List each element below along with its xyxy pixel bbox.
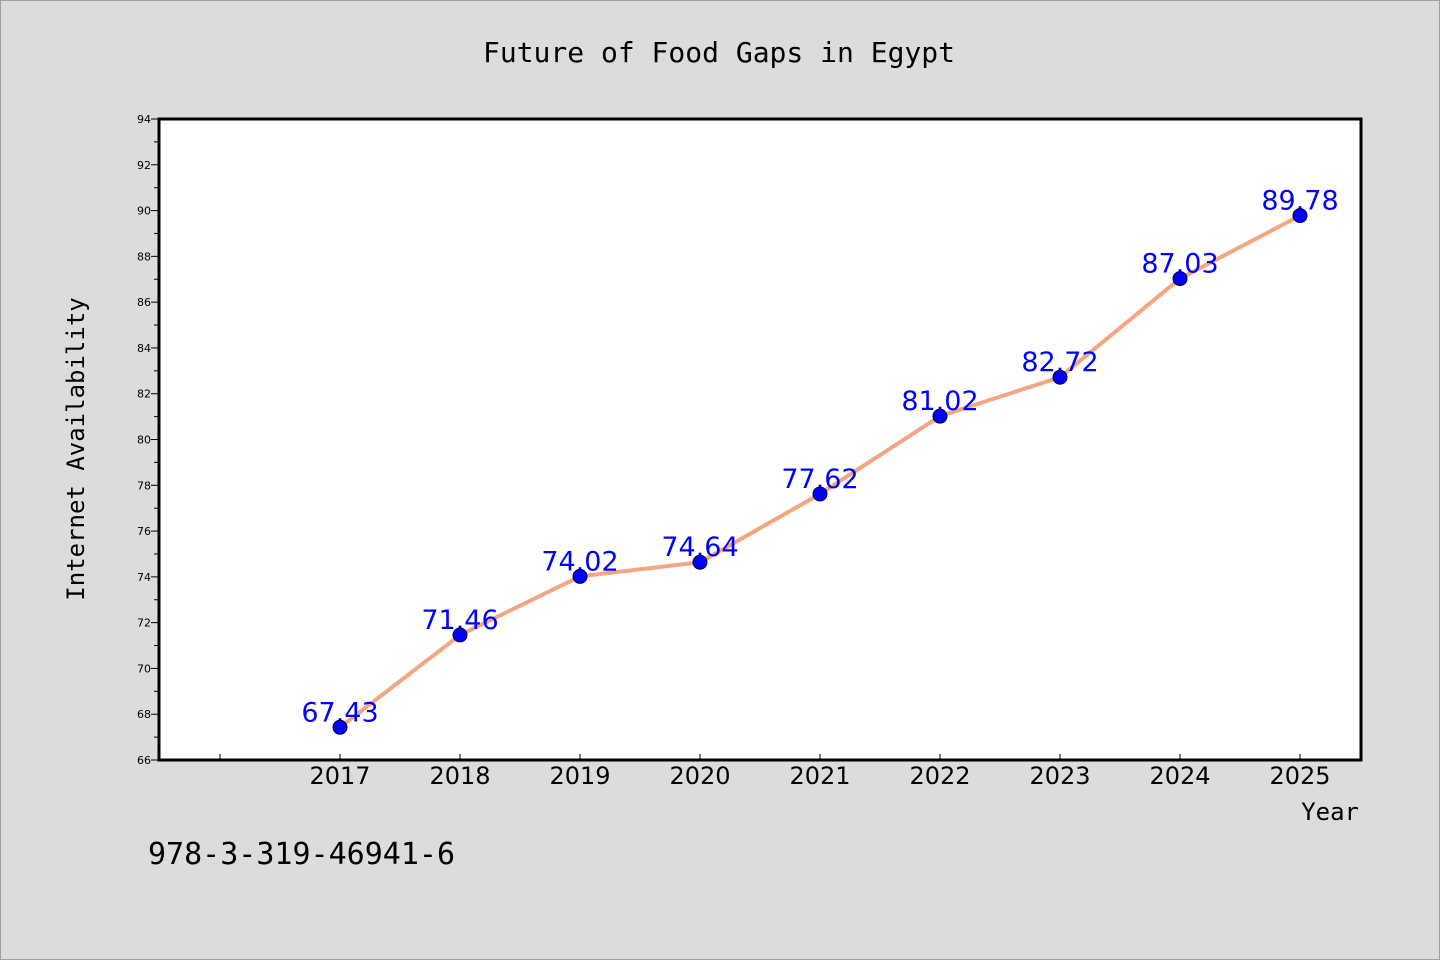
- y-tick-label: 76: [137, 525, 151, 538]
- y-tick-label: 74: [137, 571, 151, 584]
- data-point: [332, 719, 348, 735]
- y-tick-label: 72: [137, 617, 151, 630]
- data-point: [932, 408, 948, 424]
- x-axis-title: Year: [1301, 798, 1359, 826]
- chart-title: Future of Food Gaps in Egypt: [483, 36, 955, 69]
- x-tick-label: 2024: [1149, 762, 1210, 790]
- x-tick-label: 2025: [1269, 762, 1330, 790]
- x-tick-label: 2023: [1029, 762, 1090, 790]
- y-tick-label: 82: [137, 388, 151, 401]
- y-tick-label: 68: [137, 708, 151, 721]
- plot-area: [157, 117, 1363, 762]
- data-point: [572, 568, 588, 584]
- x-tick-label: 2021: [789, 762, 850, 790]
- y-tick-label: 94: [137, 113, 151, 126]
- x-tick-label: 2019: [549, 762, 610, 790]
- y-axis-title: Internet Availability: [62, 297, 90, 600]
- data-point: [1052, 369, 1068, 385]
- data-point: [1172, 271, 1188, 287]
- y-tick-label: 70: [137, 662, 151, 675]
- y-tick-label: 66: [137, 754, 151, 767]
- y-tick-label: 80: [137, 434, 151, 447]
- y-tick-label: 86: [137, 296, 151, 309]
- data-point: [692, 554, 708, 570]
- y-tick-label: 84: [137, 342, 151, 355]
- x-tick-label: 2017: [309, 762, 370, 790]
- data-point: [1292, 208, 1308, 224]
- y-tick-label: 92: [137, 159, 151, 172]
- x-tick-label: 2022: [909, 762, 970, 790]
- y-tick-label: 90: [137, 205, 151, 218]
- x-axis: 2017 2018 2019 2020 2021 2022 2023 2024 2025: [219, 754, 1331, 790]
- y-tick-label: 88: [137, 250, 151, 263]
- data-point: [812, 486, 828, 502]
- data-point: [452, 627, 468, 643]
- y-axis: 66 68 70 72 74 76 78 80 82 84 86 88 90 92 94: [137, 113, 159, 767]
- x-tick-label: 2020: [669, 762, 730, 790]
- footer-isbn: 978-3-319-46941-6: [148, 837, 455, 872]
- x-tick-label: 2018: [429, 762, 490, 790]
- y-tick-label: 78: [137, 479, 151, 492]
